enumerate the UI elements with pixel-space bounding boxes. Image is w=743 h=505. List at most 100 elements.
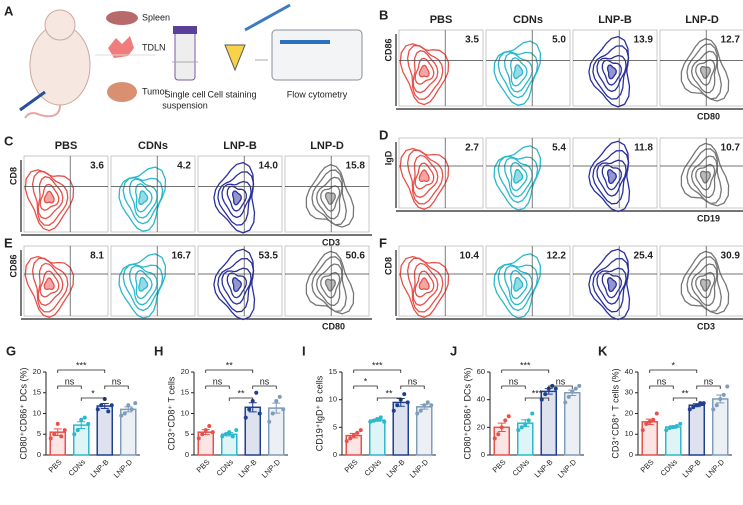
data-point [75, 428, 80, 433]
data-point [701, 401, 706, 406]
data-point [230, 434, 235, 439]
x-tick-label: LNP-D [556, 457, 579, 480]
contour [493, 253, 542, 319]
data-point [577, 383, 582, 388]
step-label: Single cell [164, 89, 205, 99]
plot-frame [110, 155, 196, 233]
data-point [348, 436, 353, 441]
significance-label: *** [532, 388, 543, 398]
data-point [499, 425, 504, 430]
contour [39, 270, 60, 298]
contour [128, 265, 158, 306]
data-point [674, 423, 679, 428]
significance-label: ns [556, 376, 566, 386]
y-tick-label: 10 [33, 408, 41, 417]
significance-bracket [353, 369, 402, 373]
data-point [405, 400, 410, 405]
bar [220, 433, 238, 456]
data-point [721, 392, 726, 397]
contour [414, 270, 435, 298]
syringe [19, 90, 46, 112]
data-point [563, 400, 568, 405]
contour [596, 267, 627, 305]
contour [315, 263, 343, 307]
contour [418, 169, 430, 183]
significance-label: *** [372, 360, 383, 370]
data-point [570, 389, 575, 394]
significance-bracket [501, 369, 550, 373]
plot-frame [398, 245, 484, 317]
data-point [566, 394, 571, 399]
contour [37, 176, 64, 220]
data-point [382, 419, 387, 424]
gate-percentage: 11.8 [634, 143, 653, 154]
y-axis-label: CD86 [8, 254, 18, 277]
gate-percentage: 12.2 [547, 251, 567, 262]
data-point [250, 399, 255, 404]
bar [641, 421, 659, 456]
data-point [48, 436, 53, 441]
gate-percentage: 5.4 [552, 143, 566, 154]
data-point [371, 418, 376, 423]
data-point [52, 432, 57, 437]
x-tick-label: PBS [195, 457, 212, 474]
gate-percentage: 15.8 [346, 161, 366, 172]
contour [320, 271, 341, 299]
panel-letter: H [154, 343, 163, 358]
contour [24, 255, 75, 318]
contour [503, 265, 533, 306]
data-point [391, 408, 396, 413]
y-tick-label: 20 [33, 367, 41, 376]
contour [680, 142, 730, 207]
data-point [62, 428, 67, 433]
contour [320, 185, 341, 212]
data-point [210, 430, 215, 435]
group-header: LNP-B [598, 14, 632, 26]
y-axis-label: CD86 [383, 38, 393, 61]
contour [497, 155, 539, 204]
x-axis-label: CD19 [697, 213, 720, 223]
panel-letter: B [379, 7, 388, 22]
cytometer-bar [280, 40, 330, 44]
contour [606, 169, 617, 185]
data-point [418, 408, 423, 413]
bar [688, 404, 706, 456]
data-point [395, 403, 400, 408]
significance-bracket [57, 369, 106, 373]
contour [128, 178, 158, 219]
significance-bracket [353, 385, 378, 389]
y-axis-label: CD80⁺CD86⁺ DCs (%) [462, 367, 472, 459]
significance-bracket [205, 385, 230, 389]
significance-label: *** [76, 360, 87, 370]
contour [213, 248, 256, 321]
y-tick-label: 5 [37, 429, 41, 438]
data-point [234, 428, 239, 433]
x-tick-label: LNP-D [112, 457, 135, 480]
data-point [718, 396, 723, 401]
contour [324, 278, 336, 292]
contour [118, 166, 167, 232]
contour [686, 43, 722, 100]
tdln-icon [108, 36, 134, 58]
data-point [496, 432, 501, 437]
data-point [126, 403, 131, 408]
significance-bracket [205, 369, 254, 373]
data-point [351, 433, 356, 438]
contour [690, 263, 718, 307]
contour [686, 256, 722, 313]
contour [680, 250, 730, 315]
data-point [640, 428, 645, 433]
contour [695, 163, 716, 191]
gate-percentage: 53.5 [259, 251, 279, 262]
y-axis-label: IgD [383, 150, 393, 165]
data-point [119, 413, 124, 418]
contour [513, 64, 524, 79]
significance-label: ** [237, 388, 245, 398]
cytometer [271, 29, 363, 81]
gate-percentage: 16.7 [172, 251, 192, 262]
contour [699, 170, 711, 184]
significance-label: *** [520, 360, 531, 370]
contour [503, 157, 533, 198]
x-tick-label: CDNs [215, 457, 236, 478]
